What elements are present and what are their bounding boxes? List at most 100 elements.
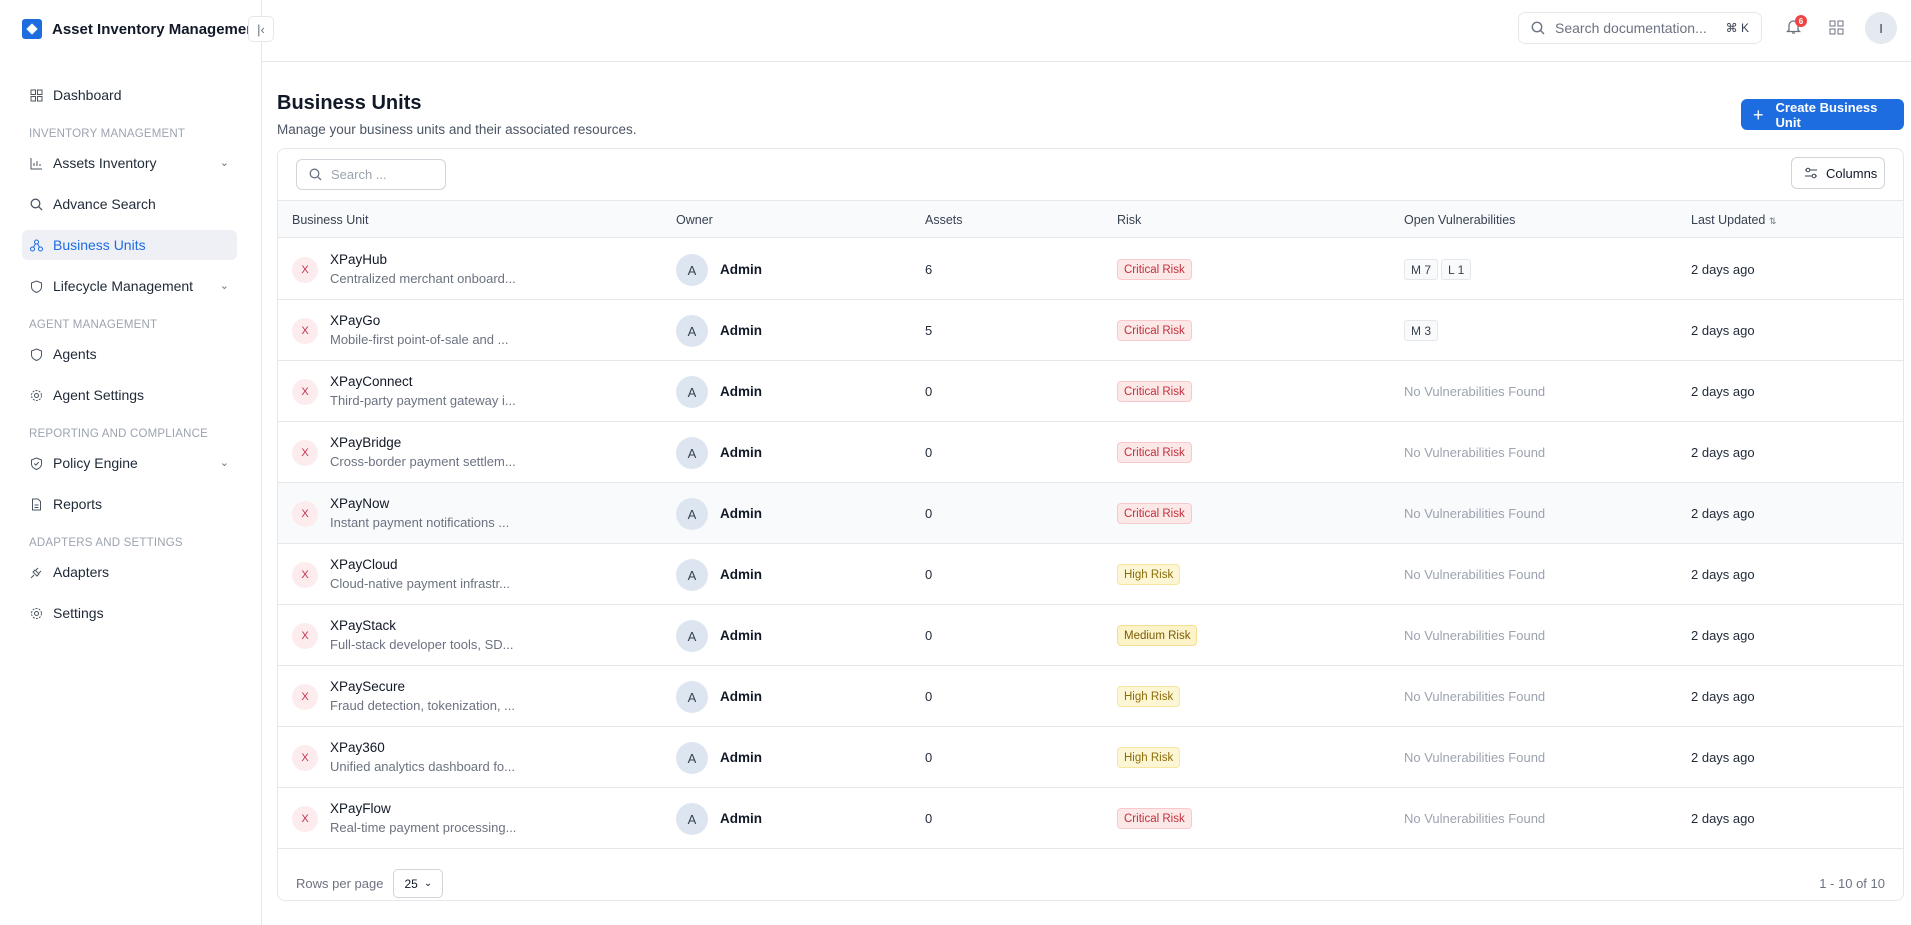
business-unit-name[interactable]: XPayFlow: [330, 801, 391, 816]
table-header: Business Unit Owner Assets Risk Open Vul…: [278, 200, 1903, 238]
create-business-unit-button[interactable]: + Create Business Unit: [1741, 99, 1904, 130]
vulnerability-chip: L 1: [1441, 259, 1472, 280]
risk-badge: High Risk: [1117, 564, 1181, 585]
business-unit-name[interactable]: XPayNow: [330, 496, 390, 511]
table-row[interactable]: X XPayBridge Cross-border payment settlem.…: [278, 422, 1903, 483]
business-unit-icon: X: [292, 379, 318, 405]
sort-icon: ⇅: [1768, 216, 1777, 226]
search-icon: [1531, 21, 1545, 35]
sidebar-item-label: Settings: [53, 605, 104, 621]
owner-avatar: A: [676, 376, 708, 408]
business-unit-name[interactable]: XPayBridge: [330, 435, 402, 450]
column-header-business-unit[interactable]: Business Unit: [292, 213, 369, 227]
table-row[interactable]: X XPayStack Full-stack developer tools, SD…: [278, 605, 1903, 666]
column-header-assets[interactable]: Assets: [925, 213, 963, 227]
collapse-sidebar-button[interactable]: |‹: [248, 16, 274, 42]
owner-avatar: A: [676, 437, 708, 469]
pagination-info: 1 - 10 of 10: [1819, 876, 1885, 891]
table-row[interactable]: X XPayFlow Real-time payment processing...…: [278, 788, 1903, 849]
section-reporting-compliance: REPORTING AND COMPLIANCE: [29, 428, 209, 440]
business-unit-name[interactable]: XPayConnect: [330, 374, 413, 389]
risk-badge: Critical Risk: [1117, 808, 1192, 829]
table-row[interactable]: X XPayConnect Third-party payment gateway …: [278, 361, 1903, 422]
plus-icon: +: [1753, 104, 1764, 125]
business-unit-icon: X: [292, 501, 318, 527]
owner-avatar: A: [676, 742, 708, 774]
risk-badge: High Risk: [1117, 747, 1181, 768]
search-icon: [309, 168, 322, 181]
sidebar-item-adapters[interactable]: Adapters: [22, 557, 237, 587]
user-avatar[interactable]: I: [1865, 12, 1897, 44]
shield-icon: [29, 279, 43, 293]
business-unit-name[interactable]: XPayHub: [330, 252, 388, 267]
business-unit-icon: X: [292, 745, 318, 771]
business-unit-name[interactable]: XPayGo: [330, 313, 381, 328]
document-icon: [29, 497, 43, 511]
documentation-search[interactable]: Search documentation... ⌘ K: [1518, 12, 1762, 44]
owner-name: Admin: [720, 628, 762, 643]
table-row[interactable]: X XPayHub Centralized merchant onboard... A…: [278, 239, 1903, 300]
assets-count: 0: [925, 384, 933, 399]
business-unit-description: Third-party payment gateway i...: [330, 393, 516, 408]
table-row[interactable]: X XPayCloud Cloud-native payment infrastr.…: [278, 544, 1903, 605]
owner-name: Admin: [720, 323, 762, 338]
notifications-button[interactable]: 6: [1785, 15, 1807, 36]
table-search-input[interactable]: Search ...: [296, 159, 446, 190]
sidebar-item-advance-search[interactable]: Advance Search: [22, 189, 237, 219]
notification-badge: 6: [1795, 15, 1807, 27]
table-row[interactable]: X XPayNow Instant payment notifications ..…: [278, 483, 1903, 544]
columns-button[interactable]: Columns: [1791, 157, 1885, 189]
gear-icon: [29, 606, 43, 620]
sidebar-item-assets-inventory[interactable]: Assets Inventory ⌄: [22, 148, 237, 178]
sidebar-item-dashboard[interactable]: Dashboard: [22, 80, 237, 110]
page-subtitle: Manage your business units and their ass…: [277, 122, 637, 137]
owner-name: Admin: [720, 262, 762, 277]
section-inventory-management: INVENTORY MANAGEMENT: [29, 128, 186, 140]
last-updated: 2 days ago: [1691, 689, 1755, 704]
last-updated: 2 days ago: [1691, 384, 1755, 399]
last-updated: 2 days ago: [1691, 750, 1755, 765]
no-vulnerabilities-text: No Vulnerabilities Found: [1404, 445, 1546, 460]
sidebar-item-policy-engine[interactable]: Policy Engine ⌄: [22, 448, 237, 478]
apps-grid-button[interactable]: [1829, 20, 1844, 35]
app-logo-icon: [22, 19, 42, 39]
sidebar-item-reports[interactable]: Reports: [22, 489, 237, 519]
keyboard-shortcut: ⌘ K: [1725, 21, 1749, 35]
business-unit-name[interactable]: XPayCloud: [330, 557, 398, 572]
business-unit-icon: X: [292, 440, 318, 466]
assets-count: 0: [925, 811, 933, 826]
business-unit-description: Centralized merchant onboard...: [330, 271, 516, 286]
chart-icon: [29, 156, 43, 170]
business-unit-description: Real-time payment processing...: [330, 820, 517, 835]
assets-count: 0: [925, 445, 933, 460]
column-header-risk[interactable]: Risk: [1117, 213, 1142, 227]
sidebar-item-lifecycle-management[interactable]: Lifecycle Management ⌄: [22, 271, 237, 301]
column-header-last-updated[interactable]: Last Updated ⇅: [1691, 213, 1776, 227]
sidebar-item-agent-settings[interactable]: Agent Settings: [22, 380, 237, 410]
rows-per-page-select[interactable]: 25 ⌄: [393, 869, 444, 898]
sidebar-nav: Dashboard INVENTORY MANAGEMENT Assets In…: [0, 58, 261, 628]
business-unit-description: Cross-border payment settlem...: [330, 454, 516, 469]
sidebar-item-business-units[interactable]: Business Units: [22, 230, 237, 260]
business-unit-name[interactable]: XPayStack: [330, 618, 397, 633]
owner-name: Admin: [720, 689, 762, 704]
table-row[interactable]: X XPayGo Mobile-first point-of-sale and ..…: [278, 300, 1903, 361]
business-unit-name[interactable]: XPaySecure: [330, 679, 406, 694]
business-unit-name[interactable]: XPay360: [330, 740, 385, 755]
assets-count: 6: [925, 262, 933, 277]
vulnerability-chip: M 7: [1404, 259, 1439, 280]
table-row[interactable]: X XPay360 Unified analytics dashboard fo..…: [278, 727, 1903, 788]
page-title: Business Units: [277, 92, 422, 114]
sliders-icon: [1805, 167, 1817, 179]
owner-avatar: A: [676, 559, 708, 591]
column-header-open-vulnerabilities[interactable]: Open Vulnerabilities: [1404, 213, 1516, 227]
no-vulnerabilities-text: No Vulnerabilities Found: [1404, 689, 1546, 704]
sidebar-item-agents[interactable]: Agents: [22, 339, 237, 369]
table-row[interactable]: X XPaySecure Fraud detection, tokenization…: [278, 666, 1903, 727]
create-business-unit-label: Create Business Unit: [1775, 99, 1878, 130]
rows-per-page-value: 25: [404, 876, 418, 891]
column-header-owner[interactable]: Owner: [676, 213, 713, 227]
owner-avatar: A: [676, 315, 708, 347]
main-content: Search documentation... ⌘ K 6 I Business…: [262, 0, 1911, 925]
sidebar-item-settings[interactable]: Settings: [22, 598, 237, 628]
